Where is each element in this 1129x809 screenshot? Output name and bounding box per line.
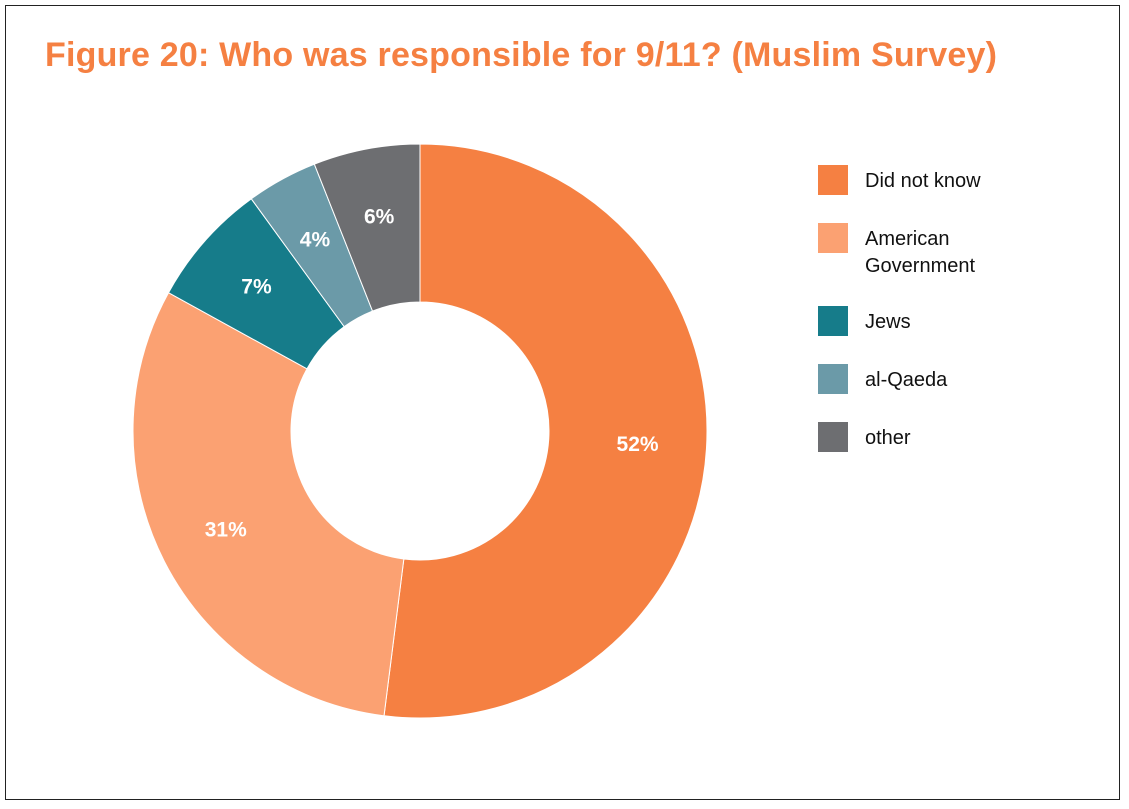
legend-label-other: other [865,427,911,449]
legend-swatch-jews [818,306,848,336]
legend-item-did-not-know: Did not know [818,165,1085,195]
slice-american-government [132,292,405,717]
slice-did-not-know [383,143,708,719]
donut-slices [132,143,708,719]
legend-item-jews: Jews [818,306,1085,336]
slice-label-al-qaeda: 4% [300,228,331,251]
legend-swatch-other [818,422,848,452]
slice-label-jews: 7% [241,275,272,298]
slice-label-american-government: 31% [205,518,247,541]
legend-swatch-american-government [818,223,848,253]
legend-label-did-not-know: Did not know [865,170,981,192]
legend-item-other: other [818,422,1085,452]
legend-label-al-qaeda: al-Qaeda [865,369,948,391]
slice-label-other: 6% [364,205,395,228]
legend-label-american-government: American Government [865,228,976,277]
legend-item-american-government: American Government [818,223,1005,280]
slice-other [313,143,421,312]
legend-swatch-al-qaeda [818,364,848,394]
legend-label-jews: Jews [865,311,911,333]
legend-swatch-did-not-know [818,165,848,195]
slice-label-did-not-know: 52% [617,433,659,456]
donut-slice-labels: 52% 31% 7% 4% 6% [205,205,659,541]
chart-title: Figure 20: Who was responsible for 9/11?… [45,36,998,74]
legend-item-al-qaeda: al-Qaeda [818,364,1085,394]
